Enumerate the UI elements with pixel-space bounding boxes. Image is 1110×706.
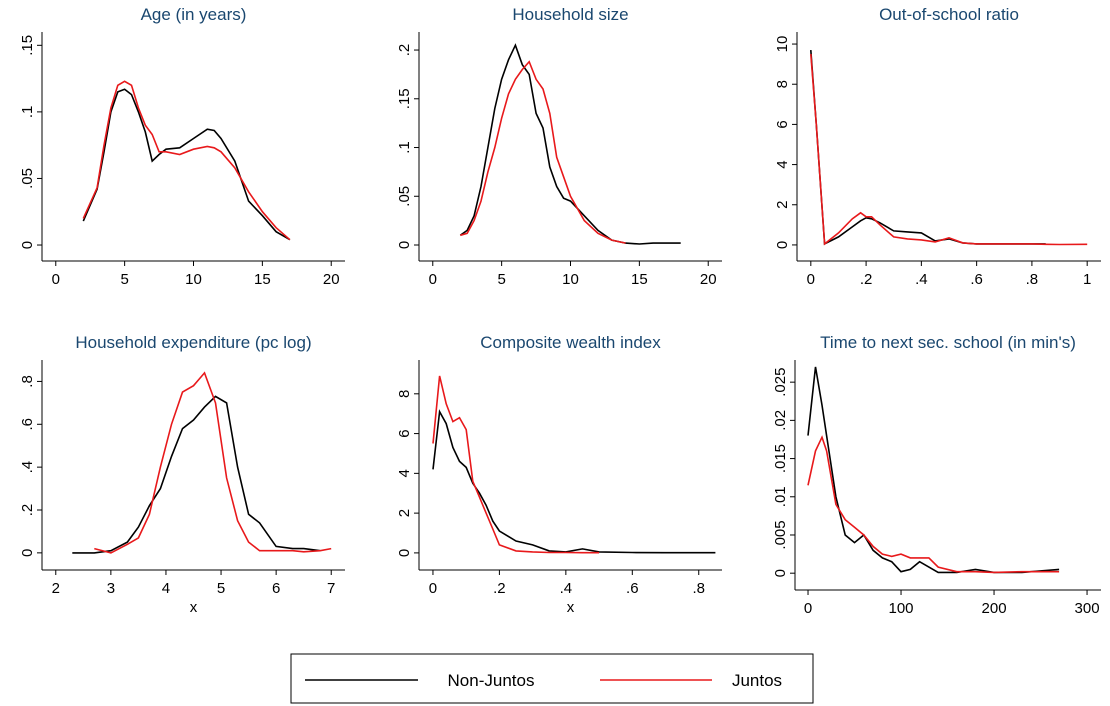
x-tick-label: 0	[52, 271, 60, 288]
x-tick-label: 6	[272, 580, 280, 597]
x-tick-label: 10	[562, 271, 579, 288]
density-line	[807, 435, 1060, 574]
density-line	[810, 50, 1046, 246]
y-tick-label: 4	[774, 160, 791, 168]
x-tick-label: 200	[982, 600, 1007, 617]
x-tick-label: .4	[560, 580, 573, 597]
x-tick-label: 15	[631, 271, 648, 288]
y-tick-label: 2	[774, 201, 791, 209]
x-tick-label: 10	[185, 271, 202, 288]
x-tick-label: 300	[1075, 600, 1100, 617]
y-tick-label: .15	[19, 35, 36, 56]
y-tick-label: .025	[772, 368, 789, 397]
x-tick-label: .2	[493, 580, 506, 597]
x-tick-label: 0	[429, 580, 437, 597]
x-tick-label: .8	[692, 580, 705, 597]
x-axis-label: x	[190, 599, 198, 616]
y-tick-label: .2	[396, 44, 413, 57]
y-tick-label: 0	[772, 569, 789, 577]
y-tick-label: 0	[19, 549, 36, 557]
legend-label: Non-Juntos	[448, 671, 535, 690]
x-tick-label: 4	[162, 580, 170, 597]
density-line	[94, 371, 332, 554]
y-tick-label: 4	[396, 469, 413, 477]
y-tick-label: .005	[772, 520, 789, 549]
x-tick-label: 5	[120, 271, 128, 288]
y-tick-label: 0	[396, 241, 413, 249]
x-tick-label: 5	[497, 271, 505, 288]
y-tick-label: 10	[774, 36, 791, 53]
x-tick-label: .8	[1026, 271, 1039, 288]
x-tick-label: .6	[970, 271, 983, 288]
y-tick-label: 8	[774, 80, 791, 88]
y-tick-label: .015	[772, 444, 789, 473]
x-tick-label: 2	[52, 580, 60, 597]
legend-box	[290, 653, 814, 704]
x-tick-label: 5	[217, 580, 225, 597]
y-tick-label: .01	[772, 486, 789, 507]
y-tick-label: 2	[396, 509, 413, 517]
y-tick-label: .15	[396, 88, 413, 109]
density-line	[459, 43, 681, 245]
y-tick-label: .4	[19, 461, 36, 474]
panel-title: Time to next sec. school (in min's)	[820, 333, 1076, 352]
y-tick-label: .1	[19, 106, 36, 119]
legend-label: Juntos	[732, 671, 782, 690]
panel-title: Household expenditure (pc log)	[75, 333, 311, 352]
y-tick-label: .05	[396, 186, 413, 207]
x-tick-label: .4	[915, 271, 928, 288]
y-tick-label: .2	[19, 504, 36, 517]
y-tick-label: 0	[774, 241, 791, 249]
panel-title: Composite wealth index	[480, 333, 661, 352]
x-tick-label: 1	[1083, 271, 1091, 288]
y-tick-label: .6	[19, 418, 36, 431]
density-line	[460, 60, 626, 244]
y-tick-label: 6	[774, 120, 791, 128]
x-tick-label: 15	[254, 271, 271, 288]
x-tick-label: .2	[860, 271, 873, 288]
x-tick-label: 0	[429, 271, 437, 288]
panel-title: Household size	[512, 5, 628, 24]
x-tick-label: 20	[700, 271, 717, 288]
x-tick-label: 100	[889, 600, 914, 617]
x-tick-label: 0	[807, 271, 815, 288]
x-axis-label: x	[567, 599, 575, 616]
y-tick-label: .8	[19, 375, 36, 388]
y-tick-label: 0	[19, 241, 36, 249]
x-tick-label: 0	[804, 600, 812, 617]
x-tick-label: 3	[107, 580, 115, 597]
x-tick-label: 20	[323, 271, 340, 288]
density-line	[432, 409, 716, 554]
density-line	[72, 395, 321, 554]
x-tick-label: .6	[626, 580, 639, 597]
density-line	[807, 366, 1060, 574]
y-tick-label: 0	[396, 549, 413, 557]
y-tick-label: .1	[396, 141, 413, 154]
y-tick-label: 6	[396, 429, 413, 437]
x-tick-label: 7	[327, 580, 335, 597]
density-line	[432, 375, 600, 554]
y-tick-label: .05	[19, 168, 36, 189]
density-line	[810, 54, 1088, 246]
density-line	[82, 88, 291, 241]
panel-title: Out-of-school ratio	[879, 5, 1019, 24]
y-tick-label: 8	[396, 390, 413, 398]
density-line	[82, 80, 291, 241]
panel-title: Age (in years)	[141, 5, 247, 24]
y-tick-label: .02	[772, 410, 789, 431]
